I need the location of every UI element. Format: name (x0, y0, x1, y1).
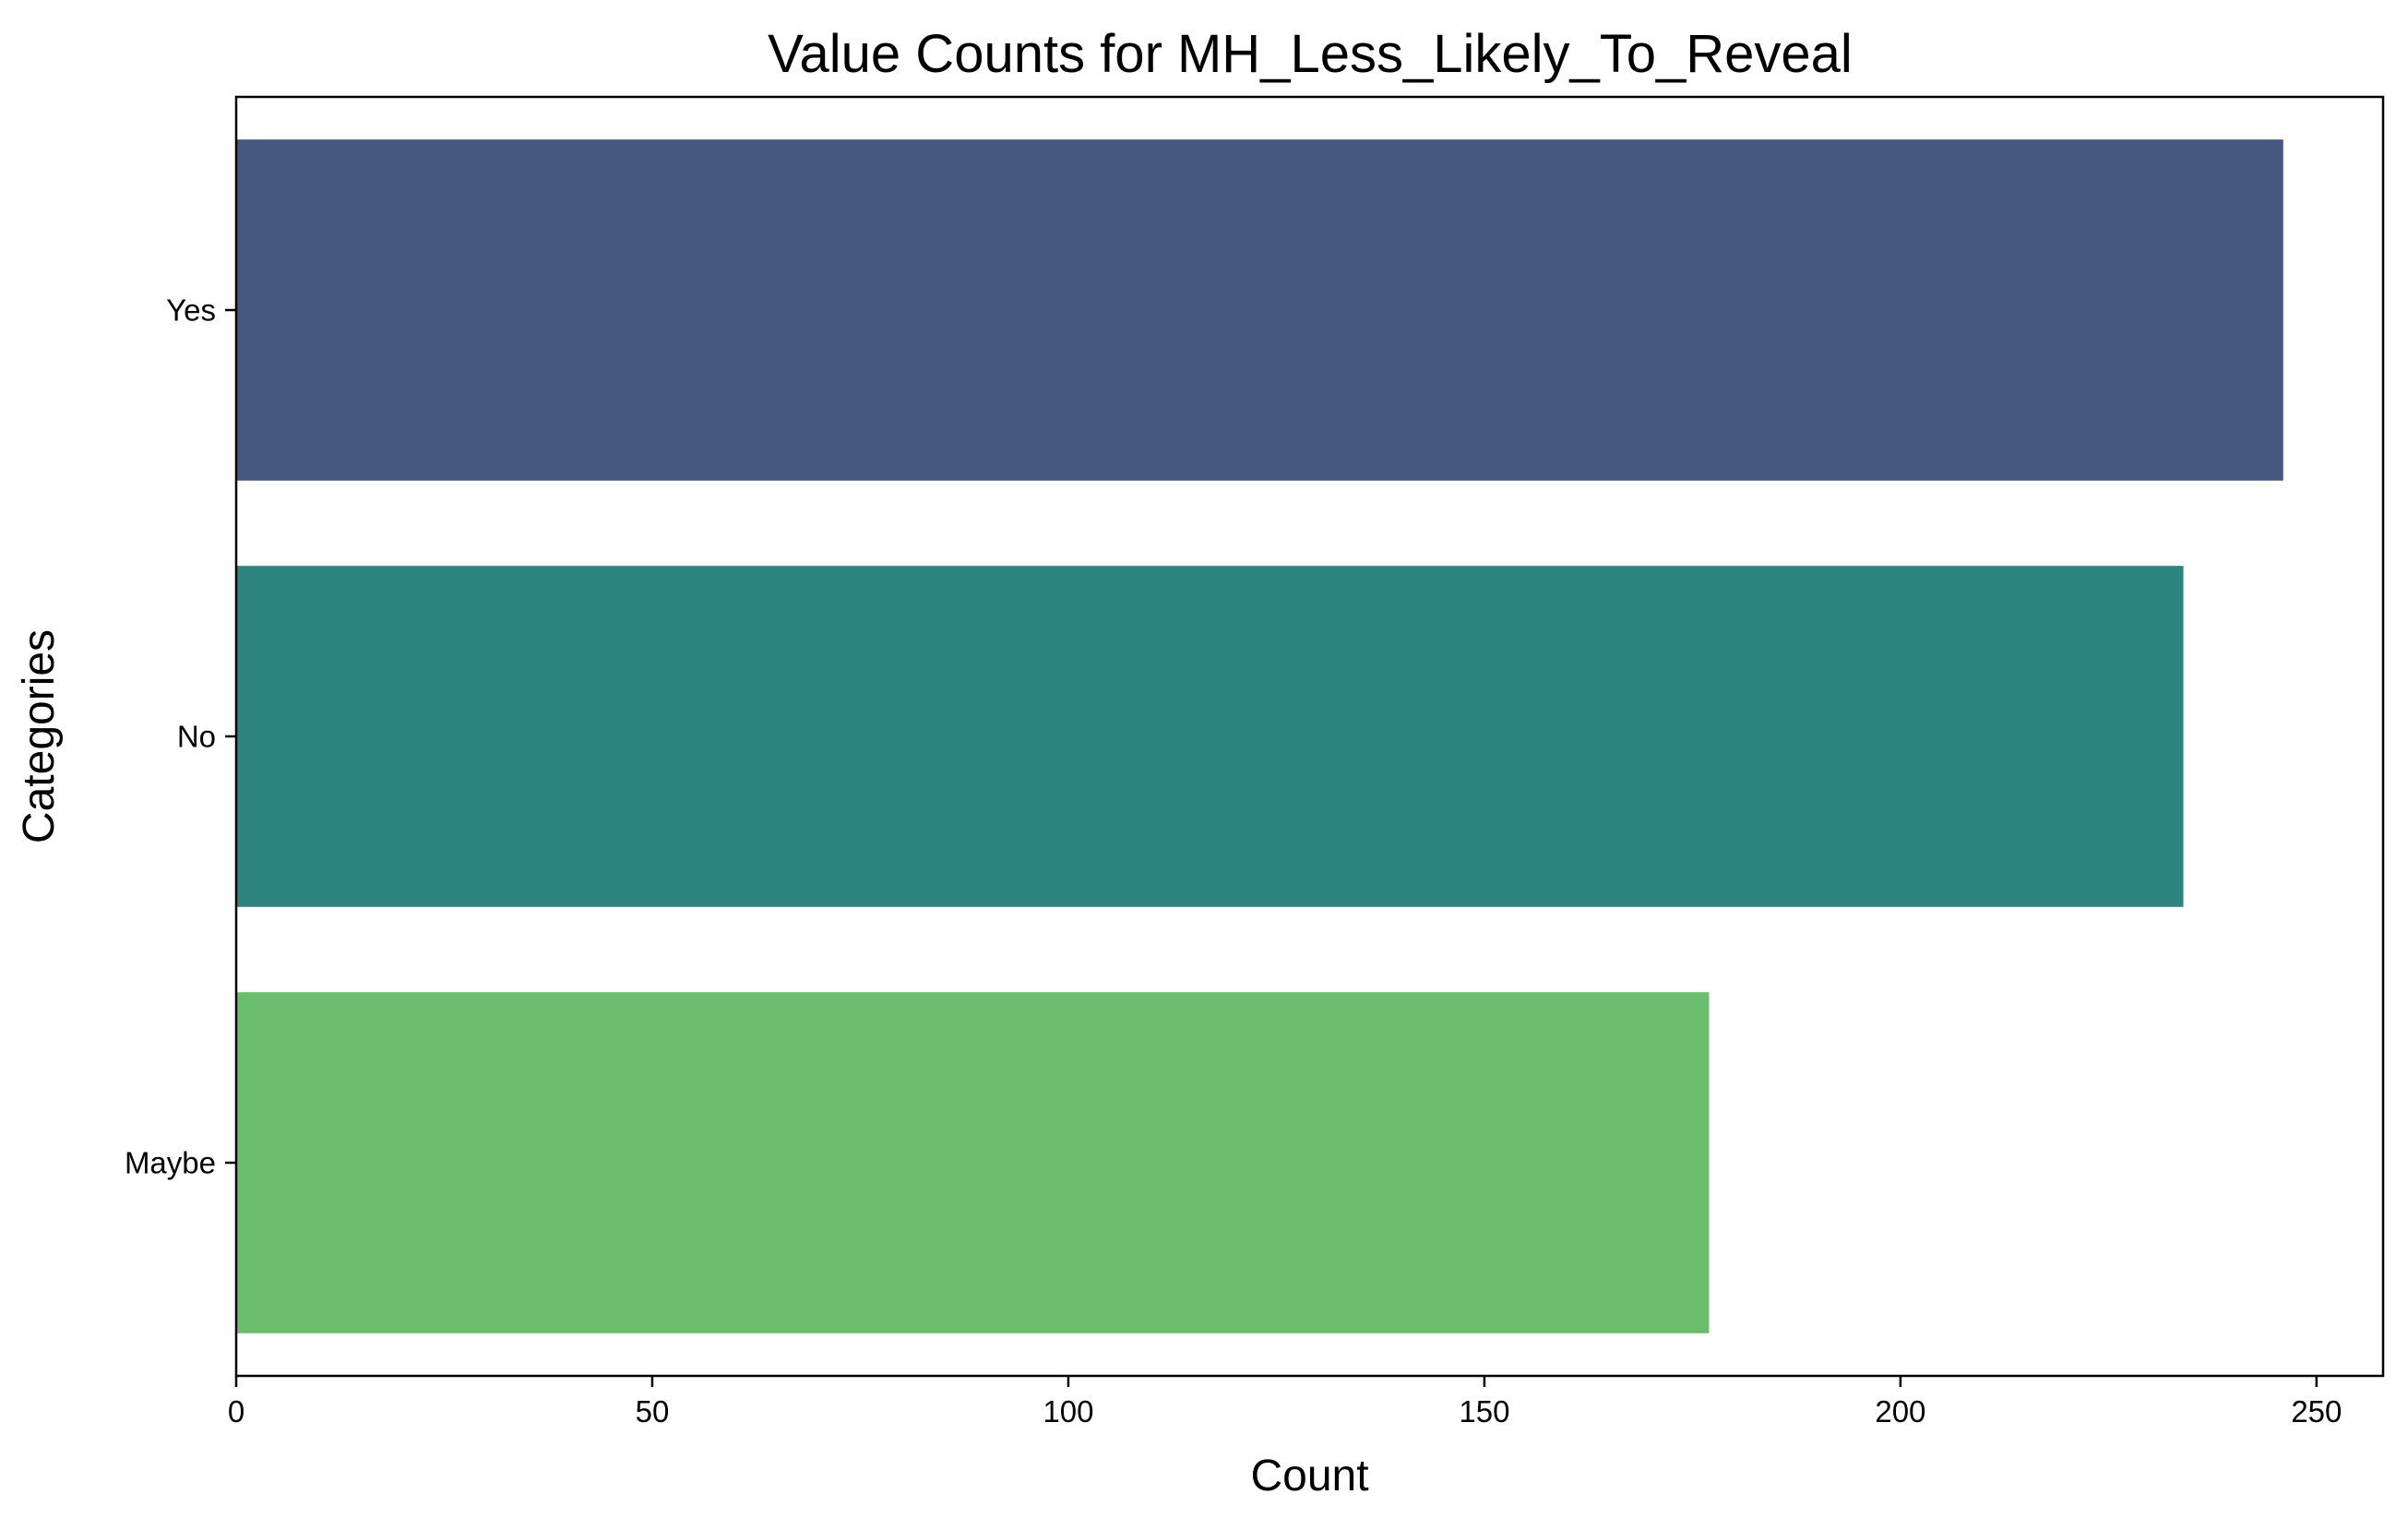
chart-title: Value Counts for MH_Less_Likely_To_Revea… (768, 24, 1853, 84)
y-axis-ticks: Yes No Maybe (125, 293, 236, 1180)
x-tick-label: 0 (228, 1394, 244, 1428)
bar-maybe (236, 992, 1710, 1333)
x-tick-label: 150 (1459, 1394, 1509, 1428)
bar-yes (236, 139, 2283, 481)
y-tick-label: Yes (166, 293, 216, 328)
y-axis-label: Categories (15, 629, 64, 843)
x-tick-label: 100 (1043, 1394, 1093, 1428)
y-tick-label: No (177, 720, 216, 754)
x-tick-label: 250 (2291, 1394, 2342, 1428)
y-tick-label: Maybe (125, 1146, 216, 1180)
x-axis-ticks: 0 50 100 150 200 250 (228, 1376, 2342, 1428)
x-tick-label: 200 (1875, 1394, 1925, 1428)
x-tick-label: 50 (636, 1394, 670, 1428)
bar-no (236, 566, 2184, 907)
x-axis-label: Count (1250, 1452, 1368, 1500)
bars-group (236, 139, 2283, 1333)
plot-frame (234, 95, 2385, 1378)
